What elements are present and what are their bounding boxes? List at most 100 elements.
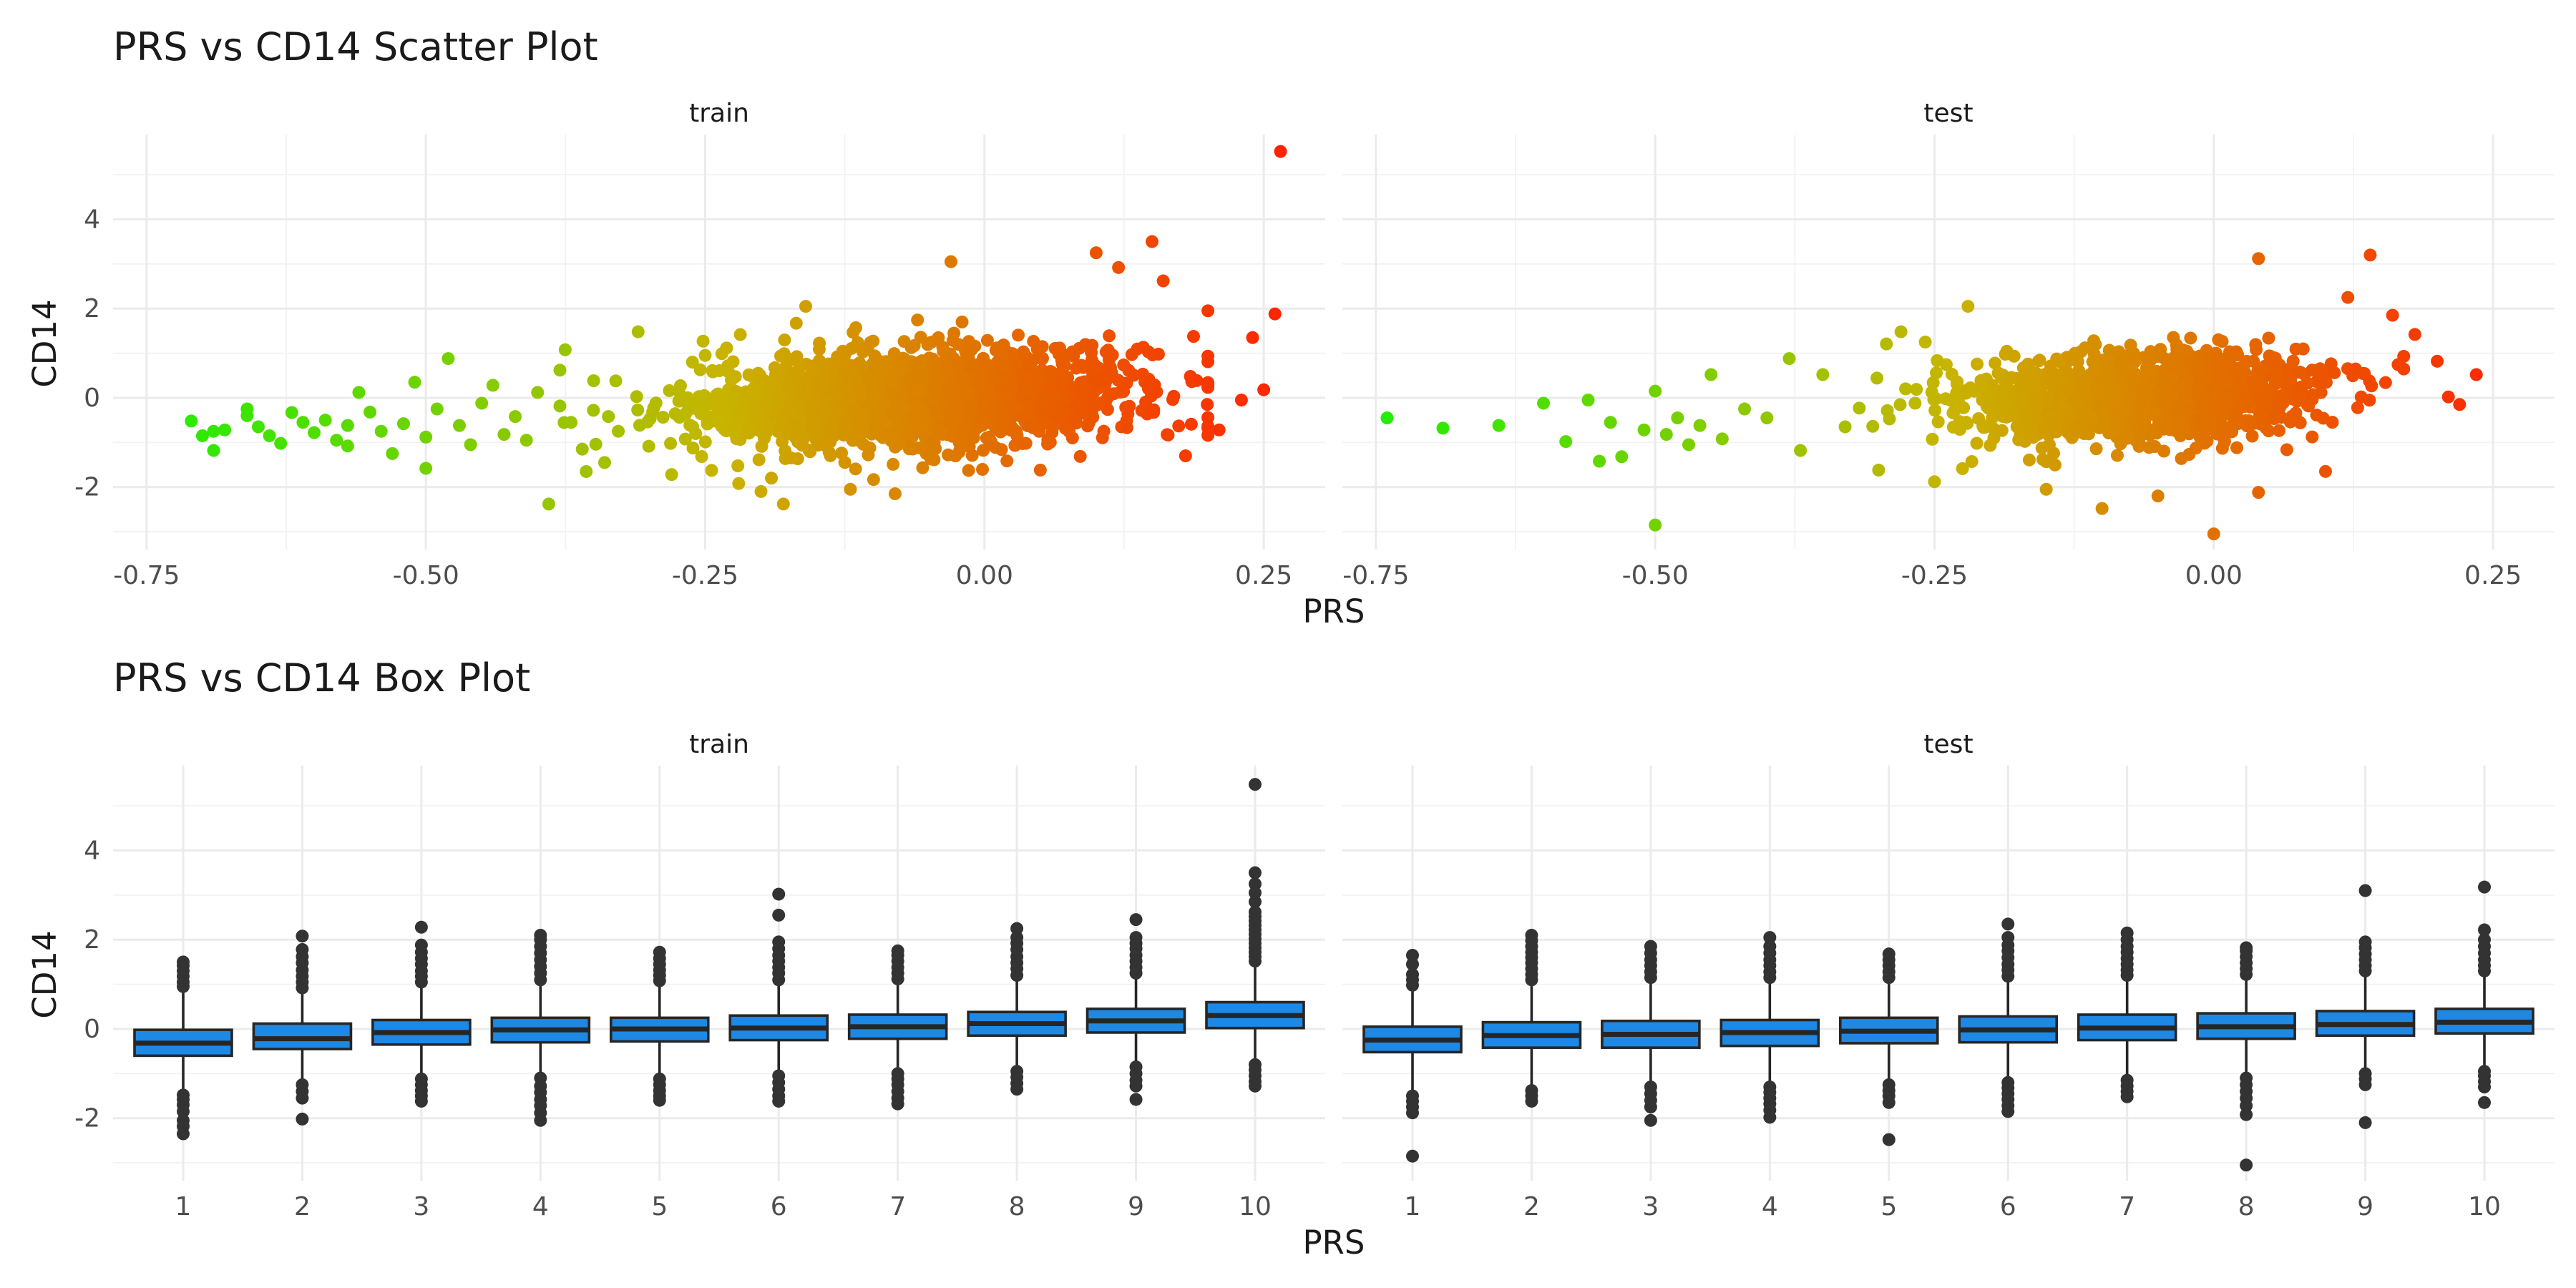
box-category-5	[609, 945, 710, 1107]
scatter-point	[2276, 396, 2290, 410]
scatter-point	[1593, 454, 1606, 468]
scatter-point	[928, 381, 942, 395]
box-outlier	[1406, 957, 1419, 971]
box-outlier	[1129, 913, 1143, 927]
scatter-point	[1738, 402, 1752, 416]
x-tick-label: 9	[1128, 1192, 1144, 1221]
scatter-point	[2386, 308, 2399, 322]
box-strip-test: test	[1923, 730, 1973, 759]
scatter-point	[725, 374, 738, 387]
scatter-point	[663, 384, 676, 397]
scatter-point	[285, 406, 298, 419]
box-outlier	[2120, 1090, 2134, 1103]
scatter-point	[2363, 374, 2376, 388]
scatter-point	[1274, 145, 1287, 158]
scatter-point	[475, 396, 489, 410]
scatter-x-axis-label: PRS	[1303, 592, 1365, 630]
scatter-point	[2203, 421, 2217, 434]
scatter-point	[1161, 428, 1174, 441]
box-x-axis-label: PRS	[1303, 1224, 1365, 1262]
scatter-point	[833, 406, 847, 420]
box-outlier	[1406, 1149, 1419, 1163]
scatter-point	[1019, 436, 1033, 450]
scatter-point	[814, 380, 827, 394]
scatter-point	[2144, 363, 2157, 376]
scatter-point	[1986, 379, 1999, 392]
x-tick-label: 0.00	[956, 561, 1013, 590]
scatter-point	[1201, 429, 1215, 442]
scatter-point	[2306, 364, 2319, 377]
scatter-point	[1995, 424, 2009, 437]
scatter-point	[1117, 358, 1131, 372]
scatter-point	[587, 374, 600, 388]
scatter-point	[1099, 374, 1113, 388]
scatter-point	[1880, 337, 1893, 351]
scatter-point	[992, 417, 1006, 431]
scatter-point	[802, 443, 816, 457]
scatter-point	[2068, 346, 2082, 360]
scatter-point	[1156, 274, 1170, 288]
scatter-point	[1017, 345, 1030, 358]
scatter-point	[789, 316, 803, 330]
scatter-point	[2249, 338, 2263, 351]
scatter-point	[867, 387, 881, 401]
box-outlier	[2358, 884, 2372, 897]
scatter-point	[2036, 453, 2049, 467]
scatter-point	[2240, 354, 2253, 368]
scatter-point	[1984, 439, 1997, 452]
box-outlier	[2240, 941, 2253, 955]
scatter-point	[1671, 411, 1684, 425]
scatter-point	[2032, 354, 2046, 368]
scatter-point	[889, 399, 903, 413]
scatter-point	[2318, 464, 2332, 478]
scatter-point	[1185, 375, 1199, 389]
scatter-point	[799, 374, 813, 388]
scatter-point	[1985, 402, 1999, 416]
scatter-point	[296, 416, 310, 429]
scatter-point	[1063, 424, 1076, 438]
scatter-point	[1899, 382, 1913, 396]
scatter-point	[2341, 291, 2355, 304]
scatter-point	[519, 434, 533, 447]
scatter-point	[955, 382, 968, 396]
box-outlier	[1763, 940, 1777, 953]
box-outlier	[1763, 931, 1777, 945]
box-category-4	[1719, 931, 1820, 1124]
scatter-point	[2210, 369, 2224, 382]
box-category-3	[1601, 940, 1701, 1127]
y-tick-label: 0	[84, 1015, 100, 1044]
scatter-point	[915, 354, 929, 368]
scatter-point	[1559, 435, 1573, 449]
scatter-point	[778, 333, 791, 347]
scatter-point	[678, 432, 692, 446]
scatter-point	[801, 389, 814, 402]
scatter-point	[1436, 421, 1450, 435]
scatter-point	[835, 447, 849, 460]
scatter-point	[821, 425, 835, 439]
scatter-point	[1931, 353, 1944, 367]
scatter-strip-test: test	[1923, 99, 1973, 128]
scatter-point	[1055, 373, 1069, 386]
scatter-point	[765, 472, 779, 485]
scatter-point	[2169, 357, 2182, 371]
scatter-point	[2111, 408, 2124, 421]
y-tick-label: 4	[84, 836, 100, 865]
scatter-point	[780, 377, 794, 391]
scatter-point	[1035, 351, 1049, 365]
scatter-point	[218, 423, 232, 436]
x-tick-label: 5	[1880, 1192, 1897, 1221]
box-outlier	[296, 930, 309, 943]
scatter-point	[780, 403, 794, 416]
scatter-point	[1649, 518, 1662, 532]
scatter-point	[747, 389, 761, 402]
box-outlier	[177, 955, 190, 969]
scatter-point	[1151, 347, 1165, 361]
scatter-point	[1186, 330, 1200, 343]
scatter-point	[396, 417, 410, 431]
scatter-point	[2101, 394, 2114, 408]
scatter-panel-train: -0.75 -0.50 -0.25 0.00 0.25 -2 0 2 4	[74, 135, 1325, 590]
scatter-point	[2228, 365, 2241, 379]
scatter-point	[2095, 502, 2109, 515]
scatter-point	[1930, 366, 1943, 380]
scatter-point	[2097, 419, 2110, 432]
